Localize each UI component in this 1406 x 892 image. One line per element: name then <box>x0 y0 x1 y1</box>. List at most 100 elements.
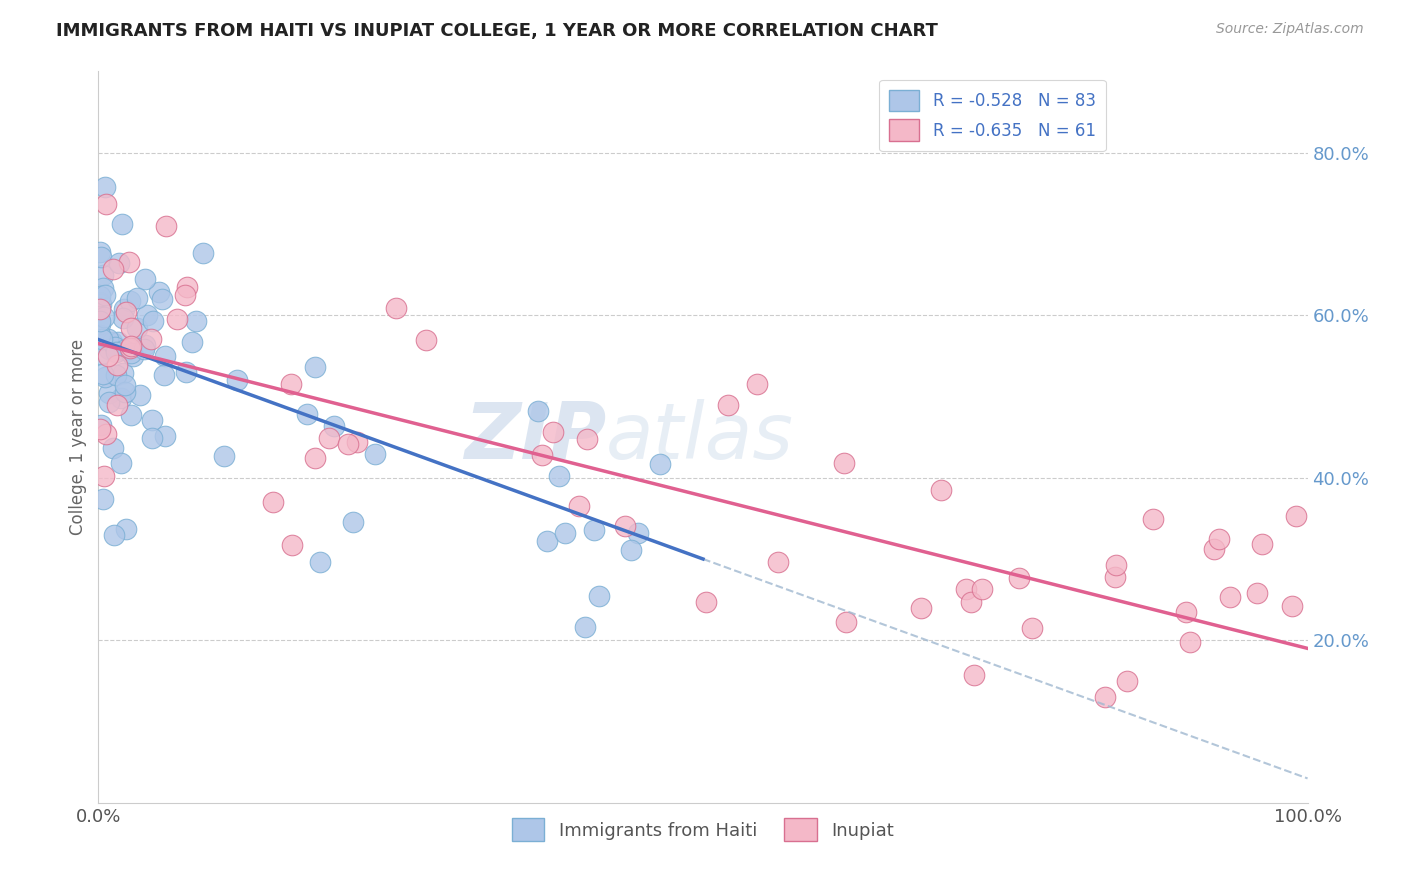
Point <box>98 386 121 401</box>
Point <box>536 533 558 548</box>
Point <box>150 292 173 306</box>
Point <box>308 555 330 569</box>
Point <box>114 304 136 318</box>
Point <box>1285 508 1308 523</box>
Point <box>97 395 120 409</box>
Point <box>346 434 368 449</box>
Point <box>89 245 111 260</box>
Point <box>120 339 142 353</box>
Point <box>94 426 117 441</box>
Point <box>970 582 993 596</box>
Point <box>582 523 605 537</box>
Point <box>94 369 117 384</box>
Point <box>128 388 150 402</box>
Point <box>125 291 148 305</box>
Point <box>363 447 385 461</box>
Point <box>89 314 111 328</box>
Point <box>97 349 120 363</box>
Point <box>107 334 129 349</box>
Point <box>134 271 156 285</box>
Point <box>745 376 768 391</box>
Point <box>98 342 121 356</box>
Point <box>588 590 610 604</box>
Point <box>141 413 163 427</box>
Point <box>90 347 112 361</box>
Point <box>105 345 128 359</box>
Point <box>120 408 142 422</box>
Point <box>342 516 364 530</box>
Text: IMMIGRANTS FROM HAITI VS INUPIAT COLLEGE, 1 YEAR OR MORE CORRELATION CHART: IMMIGRANTS FROM HAITI VS INUPIAT COLLEGE… <box>56 22 938 40</box>
Point <box>337 437 360 451</box>
Point <box>212 449 235 463</box>
Point <box>280 376 302 391</box>
Point <box>318 431 340 445</box>
Point <box>1094 690 1116 704</box>
Point <box>148 285 170 300</box>
Text: Source: ZipAtlas.com: Source: ZipAtlas.com <box>1216 22 1364 37</box>
Y-axis label: College, 1 year or more: College, 1 year or more <box>69 339 87 535</box>
Point <box>931 483 953 497</box>
Point <box>93 468 115 483</box>
Point <box>1202 541 1225 556</box>
Point <box>1219 590 1241 604</box>
Point <box>1104 569 1126 583</box>
Point <box>226 373 249 387</box>
Point <box>614 518 637 533</box>
Point <box>141 431 163 445</box>
Point <box>118 255 141 269</box>
Point <box>110 391 132 405</box>
Point <box>695 595 717 609</box>
Point <box>568 499 591 513</box>
Point <box>166 311 188 326</box>
Point <box>650 457 672 471</box>
Point <box>89 422 111 436</box>
Legend: Immigrants from Haiti, Inupiat: Immigrants from Haiti, Inupiat <box>505 811 901 848</box>
Point <box>89 295 111 310</box>
Point <box>108 256 131 270</box>
Point <box>262 495 284 509</box>
Point <box>152 368 174 382</box>
Point <box>574 620 596 634</box>
Point <box>174 287 197 301</box>
Point <box>620 543 643 558</box>
Point <box>94 287 117 301</box>
Point <box>304 450 326 465</box>
Point <box>114 384 136 399</box>
Point <box>104 340 127 354</box>
Point <box>1178 635 1201 649</box>
Point <box>120 341 142 355</box>
Text: ZIP: ZIP <box>464 399 606 475</box>
Point <box>142 314 165 328</box>
Point <box>1105 558 1128 573</box>
Point <box>547 468 569 483</box>
Point <box>832 456 855 470</box>
Point <box>111 311 134 326</box>
Point <box>91 268 114 282</box>
Point <box>575 432 598 446</box>
Point <box>955 582 977 596</box>
Point <box>120 321 142 335</box>
Point <box>963 668 986 682</box>
Point <box>1246 586 1268 600</box>
Point <box>120 293 142 308</box>
Point <box>89 289 111 303</box>
Point <box>103 441 125 455</box>
Point <box>118 343 141 357</box>
Point <box>527 404 550 418</box>
Point <box>1021 621 1043 635</box>
Point <box>304 359 326 374</box>
Point <box>105 359 128 373</box>
Point <box>186 314 208 328</box>
Point <box>90 297 112 311</box>
Point <box>121 349 143 363</box>
Point <box>112 302 135 317</box>
Point <box>103 528 125 542</box>
Point <box>1116 673 1139 688</box>
Point <box>101 262 124 277</box>
Point <box>281 538 304 552</box>
Point <box>1208 532 1230 546</box>
Point <box>415 334 437 348</box>
Point <box>110 457 132 471</box>
Point <box>554 526 576 541</box>
Point <box>180 335 202 350</box>
